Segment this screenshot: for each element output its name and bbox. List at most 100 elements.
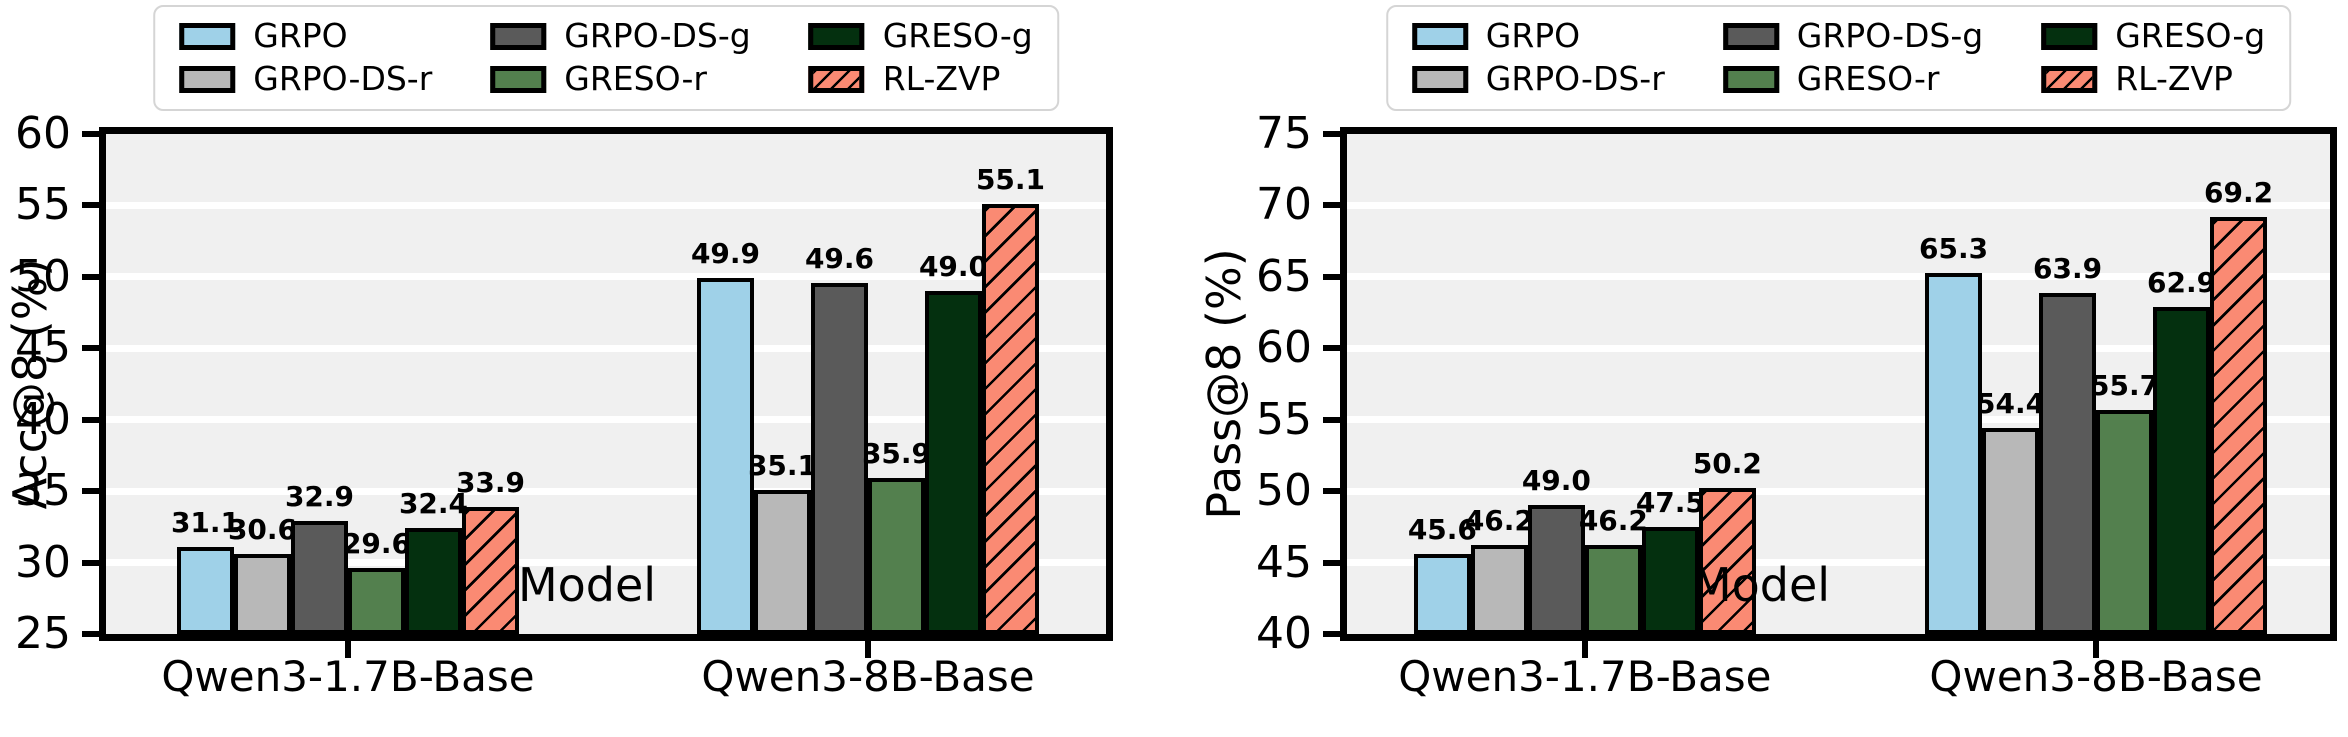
bar-value-label: 31.1 <box>170 505 241 539</box>
legend-label: GRPO-DS-r <box>1485 59 1665 99</box>
bar-grpo-qwen3-1-7b-base <box>177 546 234 634</box>
plot-area: 25 30 35 40 45 50 55 60 Qwen3-1.7B-Base 31.1 30.6 3… <box>15 112 1113 700</box>
y-tick-label-40: 40 <box>15 393 71 445</box>
chart-panel-acc8: GRPO GRPO-DS-r GRPO-DS-g GRESO-r GRESO-g RL-Z… <box>3 5 1113 700</box>
legend-swatch-grpo-ds-r <box>1411 65 1468 93</box>
legend-swatch-rl-zvp <box>2041 65 2098 93</box>
y-tick-label-50: 50 <box>15 250 71 302</box>
bar-value-label: 29.6 <box>341 527 412 561</box>
y-tick-label-65: 65 <box>1256 250 1312 302</box>
y-tick-label-25: 25 <box>15 608 71 659</box>
y-tick-label-45: 45 <box>1256 536 1312 588</box>
bar-value-label: 35.1 <box>747 448 818 482</box>
chart-panel-pass8: GRPO GRPO-DS-r GRPO-DS-g GRESO-r GRESO-g RL-Z… <box>1174 0 2348 737</box>
legend-label: GRPO-DS-r <box>253 59 433 99</box>
legend-label: GRPO <box>253 16 348 55</box>
legend-swatch-grpo <box>1411 22 1468 50</box>
x-axis-title: Model <box>1691 558 1831 612</box>
bar-value-label: 65.3 <box>1918 231 1989 265</box>
bar-greso-r-qwen3-8b-base <box>868 478 925 634</box>
legend-item-grpo-ds-g: GRPO-DS-g <box>490 16 751 55</box>
bar-greso-g-qwen3-8b-base <box>2153 306 2211 634</box>
y-tick-mark-60 <box>1323 345 1340 352</box>
legend-label: RL-ZVP <box>882 59 1001 99</box>
bar-value-label: 55.7 <box>2089 368 2160 402</box>
x-tick-label-qwen3-1-7b-base: Qwen3-1.7B-Base <box>1398 652 1772 701</box>
y-tick-mark-40 <box>82 416 99 423</box>
legend-item-grpo-ds-r: GRPO-DS-r <box>179 59 433 99</box>
legend-label: GRESO-r <box>1796 59 1940 99</box>
bar-rl-zvp-qwen3-8b-base <box>982 204 1039 634</box>
bar-grpo-ds-r-qwen3-1-7b-base <box>234 554 291 634</box>
legend-item-grpo-ds-g: GRPO-DS-g <box>1722 17 1983 54</box>
y-tick-mark-35 <box>82 488 99 495</box>
bar-value-label: 46.2 <box>1578 504 1648 538</box>
x-tick-mark-qwen3-1-7b-base <box>345 641 351 658</box>
bar-value-label: 62.9 <box>2146 265 2217 299</box>
y-tick-mark-70 <box>1323 202 1340 209</box>
bar-grpo-ds-g-qwen3-8b-base <box>2039 292 2097 634</box>
y-tick-label-55: 55 <box>1256 393 1312 445</box>
y-tick-label-70: 70 <box>1256 179 1312 231</box>
bar-grpo-ds-r-qwen3-1-7b-base <box>1470 545 1528 634</box>
legend-swatch-grpo-ds-r <box>179 65 236 93</box>
y-tick-mark-45 <box>1323 559 1340 566</box>
x-tick-label-qwen3-8b-base: Qwen3-8B-Base <box>701 652 1035 701</box>
y-tick-mark-60 <box>82 131 99 137</box>
gridline-y-70 <box>1347 201 2330 209</box>
gridline-y-60 <box>1347 344 2330 352</box>
gridline-y-35 <box>106 487 1106 495</box>
y-tick-label-45: 45 <box>15 322 71 374</box>
bar-value-label: 69.2 <box>2203 175 2274 209</box>
y-tick-mark-65 <box>1323 273 1340 280</box>
bar-value-label: 46.2 <box>1464 504 1534 538</box>
legend-item-grpo: GRPO <box>1411 17 1665 54</box>
bar-rl-zvp-qwen3-1-7b-base <box>462 506 519 634</box>
x-tick-label-qwen3-8b-base: Qwen3-8B-Base <box>1929 652 2263 701</box>
y-tick-mark-30 <box>82 559 99 566</box>
y-tick-mark-55 <box>1323 416 1340 423</box>
plot-area: 40 45 50 55 60 65 70 75 Qwen3-1.7B-Base 45.6 46.2 4… <box>1256 112 2337 700</box>
bar-grpo-qwen3-1-7b-base <box>1413 554 1471 634</box>
bar-grpo-qwen3-8b-base <box>697 278 754 634</box>
y-tick-label-50: 50 <box>1256 465 1312 517</box>
gridline-y-55 <box>106 201 1106 209</box>
gridline-y-45 <box>106 344 1106 352</box>
y-tick-mark-45 <box>82 345 99 352</box>
legend-item-rl-zvp: RL-ZVP <box>2041 59 2265 99</box>
y-tick-label-30: 30 <box>15 536 71 588</box>
bar-grpo-ds-g-qwen3-1-7b-base <box>1527 505 1585 634</box>
gridline-y-30 <box>106 559 1106 567</box>
x-tick-mark-qwen3-8b-base <box>2093 641 2100 658</box>
y-tick-mark-75 <box>1323 131 1340 137</box>
legend-item-grpo: GRPO <box>179 16 432 55</box>
bar-value-label: 49.9 <box>690 237 761 271</box>
legend-swatch-greso-r <box>1722 65 1779 93</box>
bar-value-label: 35.9 <box>861 437 932 471</box>
bar-value-label: 32.4 <box>398 487 469 521</box>
bar-value-label: 33.9 <box>455 465 526 499</box>
x-tick-label-qwen3-1-7b-base: Qwen3-1.7B-Base <box>161 652 535 701</box>
y-tick-mark-50 <box>1323 488 1340 495</box>
legend-swatch-grpo <box>179 22 236 50</box>
x-axis-title: Model <box>517 558 657 612</box>
bar-value-label: 49.0 <box>1521 464 1591 498</box>
gridline-y-40 <box>106 416 1106 424</box>
y-tick-label-60: 60 <box>15 108 71 159</box>
legend-item-greso-g: GRESO-g <box>808 16 1033 55</box>
gridline-y-50 <box>106 273 1106 281</box>
y-tick-label-55: 55 <box>15 179 71 231</box>
legend-item-greso-r: GRESO-r <box>490 60 750 97</box>
legend-box: GRPO GRPO-DS-r GRPO-DS-g GRESO-r GRESO-g RL-Z… <box>153 5 1059 111</box>
bar-grpo-qwen3-8b-base <box>1925 272 1983 634</box>
legend-label: GRESO-g <box>882 16 1033 55</box>
bar-value-label: 49.6 <box>804 241 875 275</box>
legend-label: RL-ZVP <box>2115 59 2233 99</box>
bar-value-label: 49.0 <box>918 250 989 284</box>
y-tick-mark-50 <box>82 273 99 280</box>
y-tick-label-60: 60 <box>1256 322 1312 374</box>
bar-value-label: 30.6 <box>227 513 298 546</box>
legend-label: GRPO-DS-g <box>564 16 751 55</box>
legend-swatch-grpo-ds-g <box>490 22 547 50</box>
